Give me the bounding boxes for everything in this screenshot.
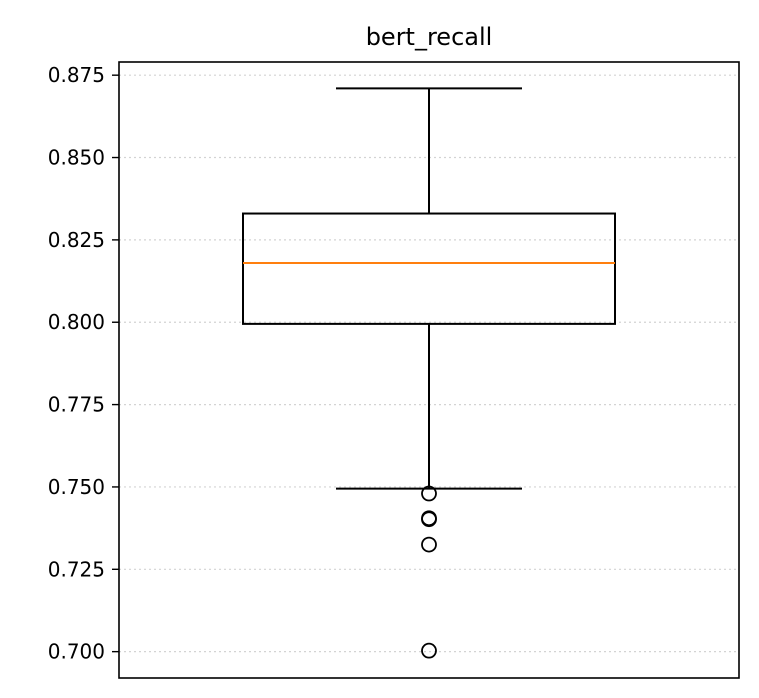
iqr-box [242, 212, 616, 325]
y-tick-label: 0.725 [48, 557, 105, 581]
plot-frame [118, 61, 740, 679]
y-tick-label: 0.850 [48, 146, 105, 170]
chart-title: bert_recall [366, 23, 493, 51]
y-axis: 0.700 0.725 0.750 0.775 0.800 0.825 0.850 0.875 [48, 63, 119, 664]
y-tick-label: 0.775 [48, 393, 105, 417]
y-tick-label: 0.825 [48, 228, 105, 252]
outlier-point [421, 536, 437, 553]
y-tick-label: 0.875 [48, 63, 105, 87]
y-tick-label: 0.750 [48, 475, 105, 499]
box-plot [242, 87, 616, 659]
outlier-point [421, 485, 437, 502]
y-tick-label: 0.800 [48, 310, 105, 334]
outlier-point [421, 511, 437, 528]
y-tick-label: 0.700 [48, 640, 105, 664]
outlier-point [421, 642, 437, 659]
